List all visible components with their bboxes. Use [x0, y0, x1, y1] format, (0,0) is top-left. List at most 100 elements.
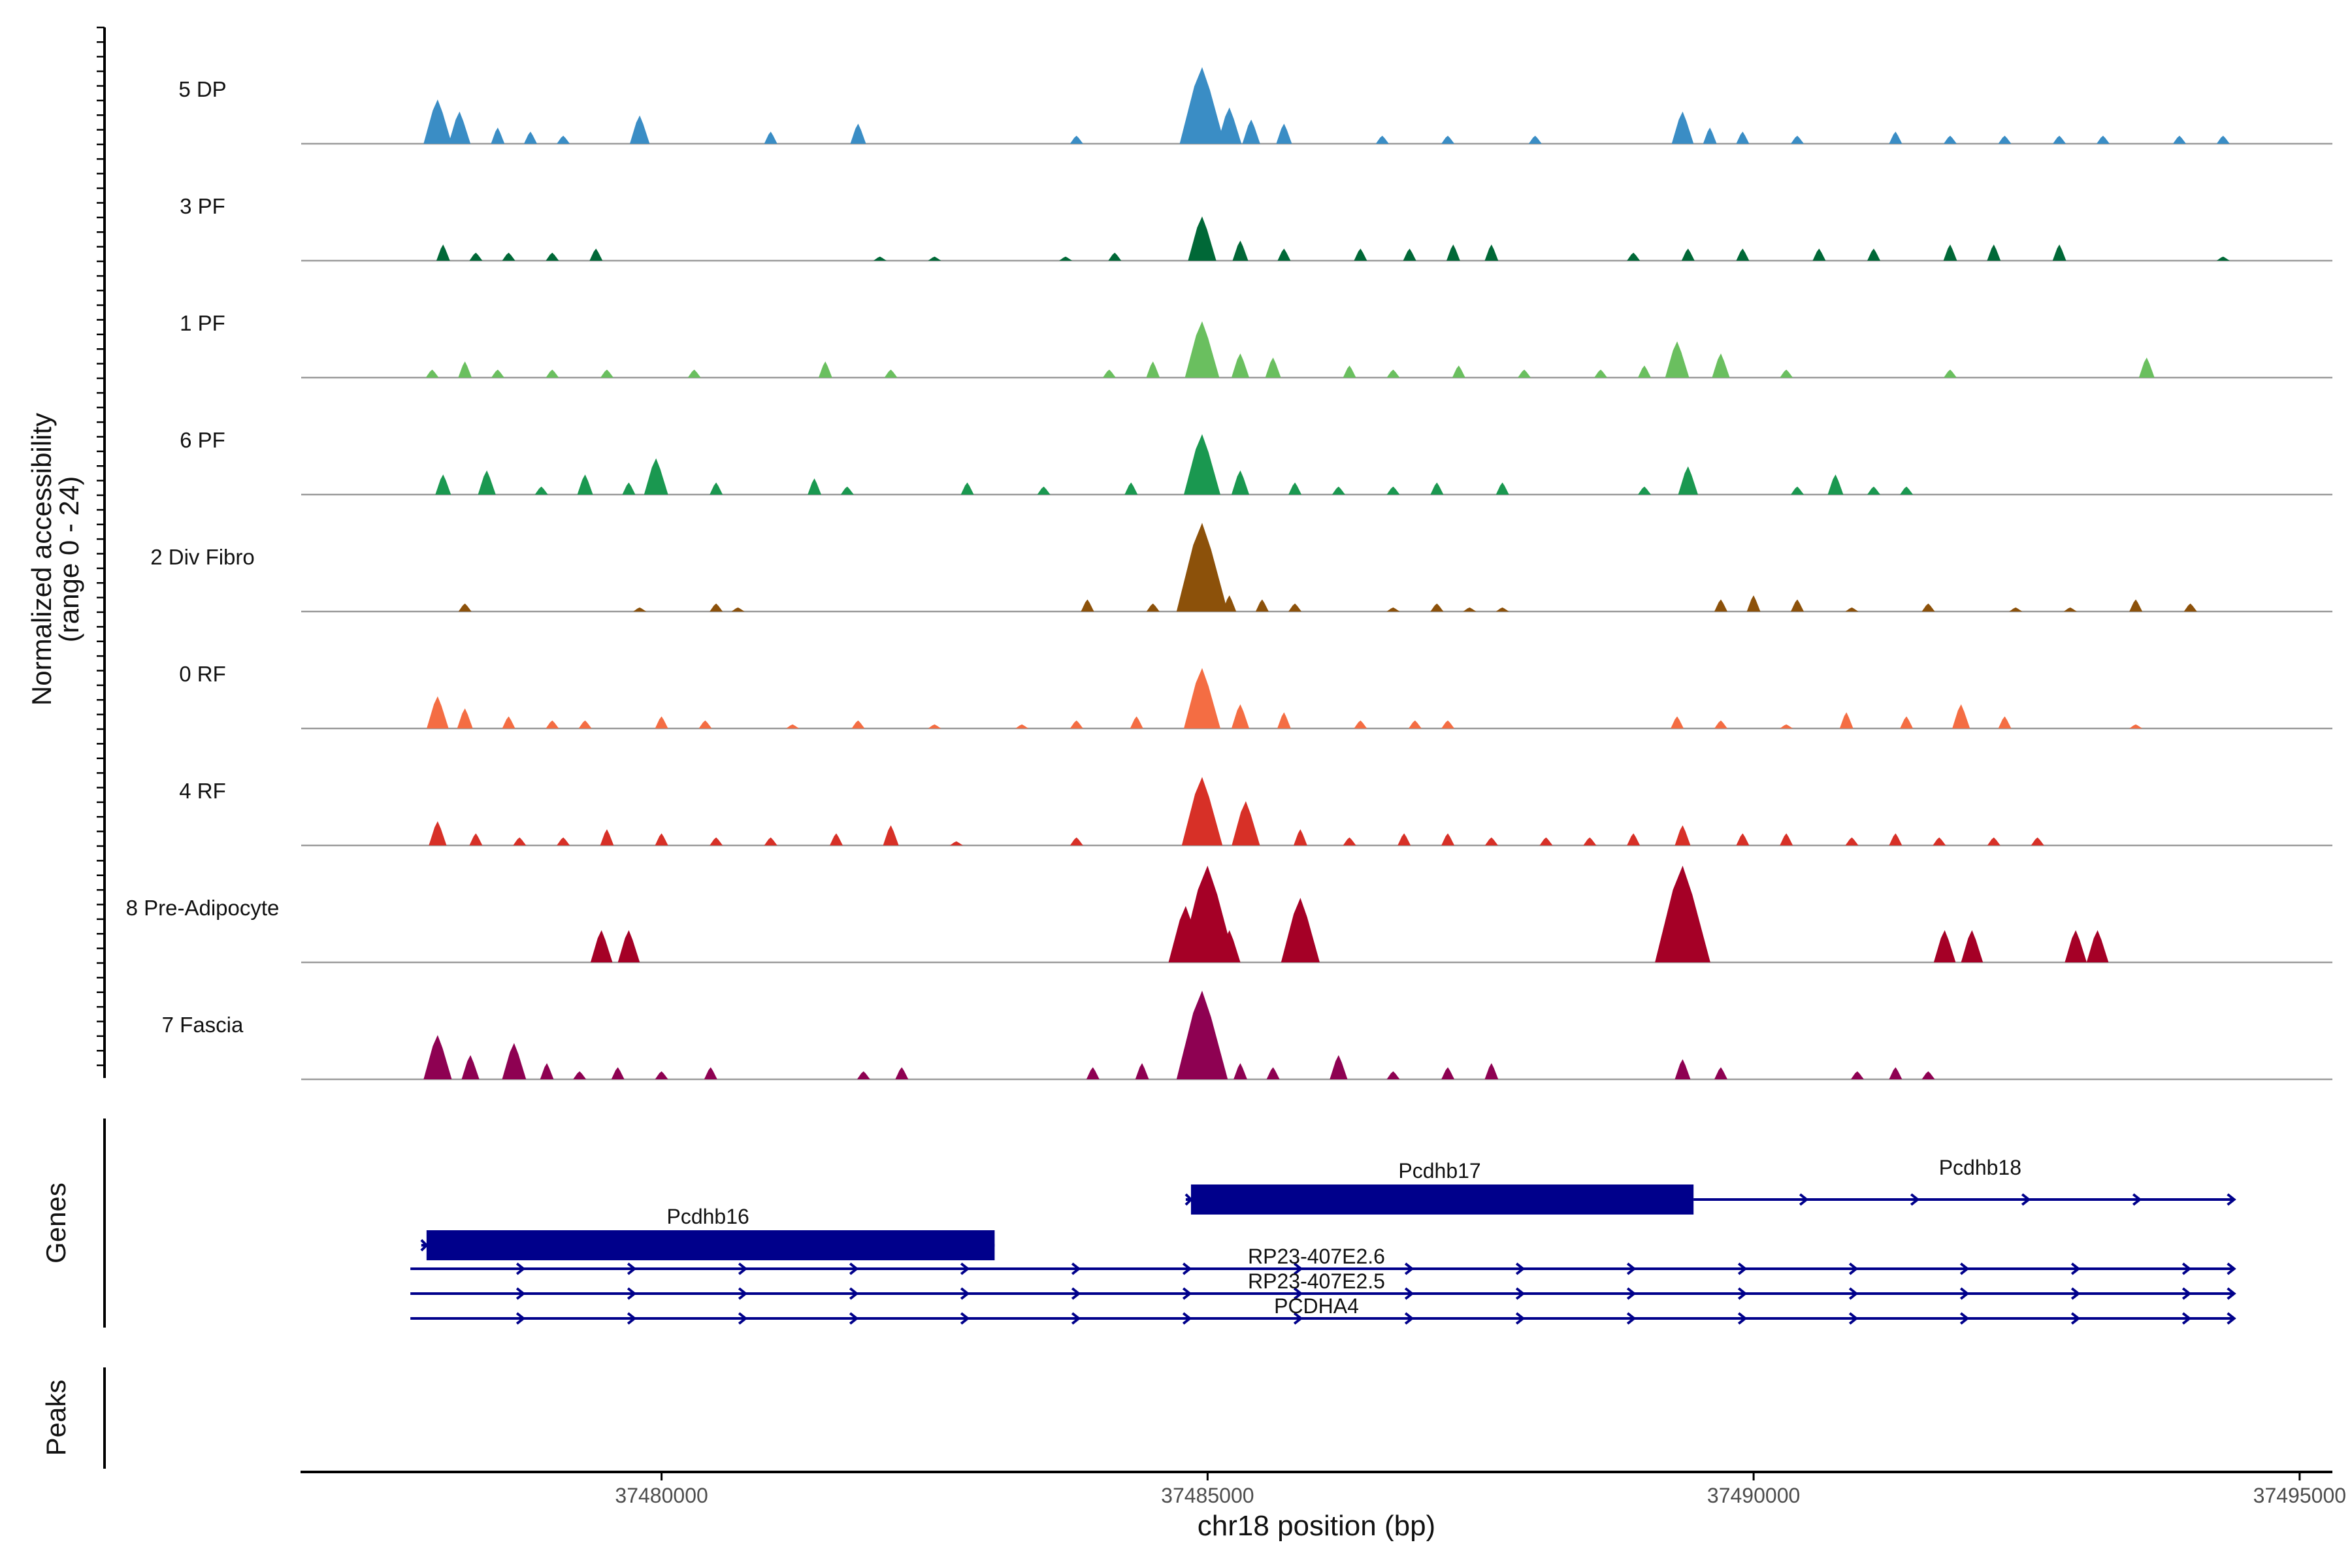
coverage-peak [1403, 248, 1416, 261]
coverage-peak [1288, 482, 1302, 495]
strand-arrow [1910, 1193, 1920, 1206]
coverage-peak [1354, 248, 1367, 261]
coverage-peak [698, 720, 712, 728]
coverage-peak [611, 1067, 625, 1079]
coverage-peak [1518, 369, 1531, 378]
strand-arrow [2070, 1287, 2081, 1300]
coverage-peak [540, 1063, 554, 1079]
coverage-peak [1146, 361, 1160, 378]
coverage-peak [1627, 833, 1641, 845]
coverage-peak [1386, 486, 1400, 495]
coverage-peak [469, 833, 483, 845]
track-8-pre-adipocyte: 8 Pre-Adipocyte [126, 866, 2332, 964]
coverage-peak [1812, 248, 1826, 261]
strand-arrow [1404, 1262, 1414, 1275]
coverage-peak [644, 458, 668, 495]
coverage-peak [1780, 833, 1793, 845]
strand-arrow [1626, 1262, 1637, 1275]
coverage-peak [1712, 353, 1730, 378]
coverage-peak [1933, 837, 1946, 845]
coverage-peak [1845, 607, 1859, 612]
track-label: 2 Div Fibro [150, 545, 255, 569]
strand-arrow [515, 1312, 526, 1325]
gene-label: RP23-407E2.6 [1248, 1245, 1385, 1268]
gene-rp23-407e2-5: RP23-407E2.5 [410, 1269, 2236, 1300]
y-axis [97, 26, 106, 1078]
coverage-peak [425, 369, 439, 378]
coverage-peak [731, 607, 745, 612]
coverage-peak [1943, 244, 1957, 261]
y-axis-range: (range 0 - 24) [54, 476, 84, 642]
coverage-peak [1176, 523, 1228, 612]
coverage-peak [928, 256, 941, 261]
coverage-peak [1281, 898, 1320, 962]
strand-arrow [2181, 1312, 2192, 1325]
coverage-peak [1714, 720, 1727, 728]
coverage-peak [1921, 1071, 1935, 1079]
gene-exon [1190, 1184, 1694, 1215]
track-3-pf: 3 PF [180, 194, 2332, 262]
coverage-peak [1386, 369, 1400, 378]
coverage-peak [1288, 603, 1302, 612]
strand-arrow [1737, 1312, 1748, 1325]
x-axis-title: chr18 position (bp) [1198, 1510, 1435, 1542]
strand-arrow [738, 1312, 748, 1325]
coverage-peak [1441, 720, 1455, 728]
coverage-peak [1037, 486, 1051, 495]
strand-arrow [1404, 1312, 1414, 1325]
coverage-peak [2053, 135, 2066, 144]
strand-arrow [627, 1287, 637, 1300]
coverage-peak [1441, 1067, 1455, 1079]
coverage-peak [1998, 716, 2012, 728]
coverage-peak [818, 361, 832, 378]
x-tick-label: 37480000 [615, 1484, 708, 1507]
coverage-peak [928, 724, 941, 728]
coverage-peak [429, 821, 447, 845]
strand-arrow [738, 1262, 748, 1275]
coverage-peak [884, 369, 898, 378]
strand-arrow [1959, 1312, 1970, 1325]
coverage-peak [1987, 837, 2001, 845]
gene-rp23-407e2-6: RP23-407E2.6 [410, 1245, 2236, 1275]
coverage-peak [630, 115, 650, 144]
coverage-peak [895, 1067, 909, 1079]
gene-label: PCDHA4 [1274, 1294, 1359, 1318]
track-label: 3 PF [180, 194, 225, 218]
coverage-peak [1124, 482, 1138, 495]
y-axis-title: Normalized accessibility [26, 413, 57, 706]
coverage-peak [546, 252, 559, 261]
coverage-peak [1539, 837, 1553, 845]
coverage-peak [1330, 1055, 1348, 1079]
track-label: 4 RF [179, 779, 226, 803]
coverage-peak [1944, 135, 1957, 144]
coverage-peak [1703, 127, 1717, 144]
coverage-peak [2065, 930, 2087, 962]
coverage-peak [808, 478, 821, 495]
coverage-peak [2129, 724, 2143, 728]
gene-label: Pcdhb17 [1398, 1159, 1480, 1183]
strand-arrow [2181, 1262, 2192, 1275]
x-axis: 37480000 37485000 37490000 37495000 [301, 1471, 2346, 1507]
strand-arrow [1737, 1262, 1748, 1275]
coverage-peak [491, 127, 505, 144]
coverage-peak [2183, 603, 2197, 612]
coverage-peak [710, 837, 723, 845]
coverage-peak [423, 99, 452, 144]
gene-label: RP23-407E2.5 [1248, 1269, 1385, 1293]
strand-arrow [1626, 1287, 1637, 1300]
coverage-peak [710, 603, 723, 612]
track-label: 7 Fascia [162, 1013, 244, 1037]
coverage-peak [1277, 248, 1291, 261]
coverage-peak [1086, 1067, 1100, 1079]
coverage-peak [589, 248, 603, 261]
coverage-peak [2009, 607, 2023, 612]
coverage-peak [1839, 712, 1854, 728]
coverage-peak [1397, 833, 1411, 845]
coverage-peak [1495, 607, 1509, 612]
coverage-peak [1217, 107, 1242, 144]
coverage-peak [1441, 833, 1455, 845]
coverage-peak [1375, 135, 1389, 144]
coverage-peak [687, 369, 701, 378]
strand-arrow [515, 1262, 526, 1275]
strand-arrow [1515, 1287, 1526, 1300]
